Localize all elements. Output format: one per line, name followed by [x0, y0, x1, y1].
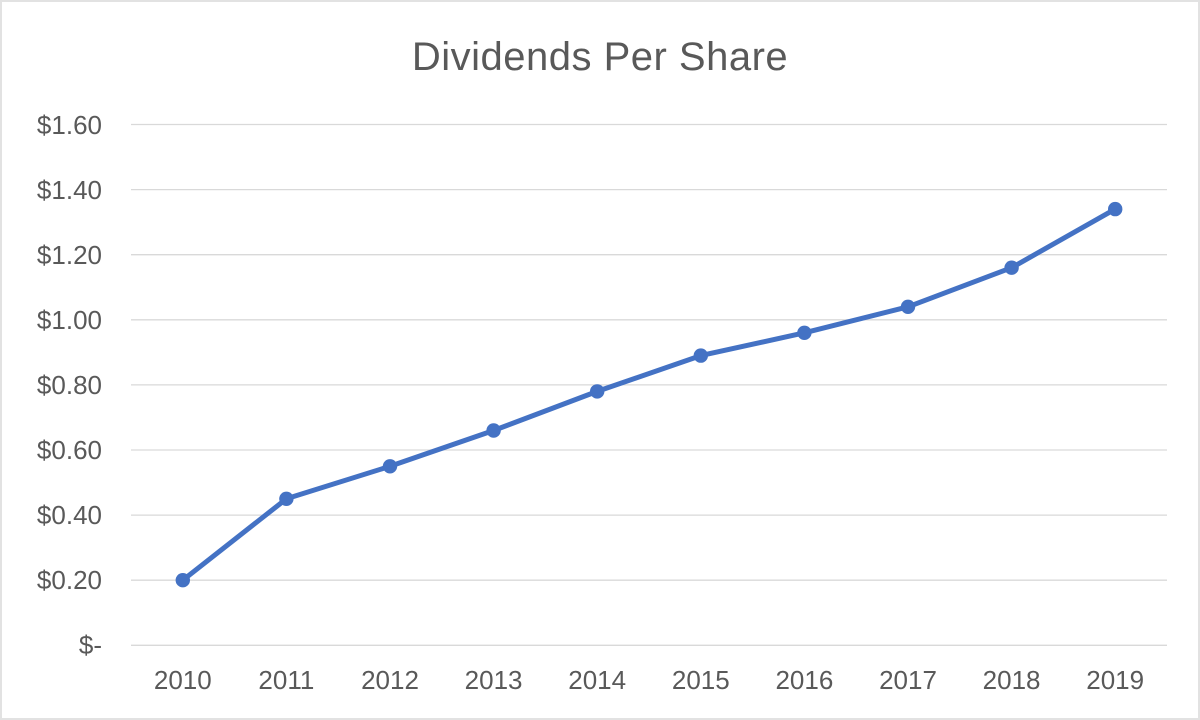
data-series-line	[180, 206, 1118, 583]
y-axis-tick-label: $1.40	[36, 174, 102, 205]
x-axis-tick-label: 2010	[153, 665, 212, 695]
x-axis-tick-label: 2016	[775, 665, 834, 695]
y-axis-tick-label: $0.20	[36, 565, 102, 596]
x-axis-tick-label: 2014	[568, 665, 627, 695]
data-point-marker	[382, 459, 398, 474]
data-point-marker	[175, 573, 190, 588]
x-axis-tick-label: 2013	[464, 665, 523, 695]
data-point-marker	[279, 491, 294, 506]
y-axis-tick-label: $0.80	[36, 369, 102, 400]
data-point-marker	[1108, 201, 1123, 217]
x-axis-tick-label: 2015	[671, 665, 730, 695]
data-point-marker	[900, 299, 916, 314]
y-axis-tick-label: $1.20	[36, 239, 102, 270]
y-axis-tick-label: $0.40	[36, 500, 102, 531]
data-point-marker	[1004, 260, 1019, 275]
y-axis-tick-label: $1.00	[36, 304, 102, 335]
x-axis-tick-label: 2018	[982, 665, 1041, 695]
y-axis-tick-label: $1.60	[36, 109, 102, 140]
x-axis-tick-label: 2011	[258, 665, 315, 695]
x-axis-tick-label: 2012	[361, 665, 419, 695]
data-point-marker	[797, 325, 812, 340]
chart-title: Dividends Per Share	[411, 35, 789, 79]
y-axis-tick-label: $0.60	[36, 435, 102, 465]
x-axis-tick-label: 2019	[1086, 665, 1145, 695]
data-point-marker	[693, 348, 708, 363]
data-point-marker	[590, 384, 605, 399]
data-point-marker	[486, 423, 501, 438]
x-axis-tick-label: 2017	[879, 665, 937, 695]
y-axis-tick-label: $-	[78, 630, 102, 661]
